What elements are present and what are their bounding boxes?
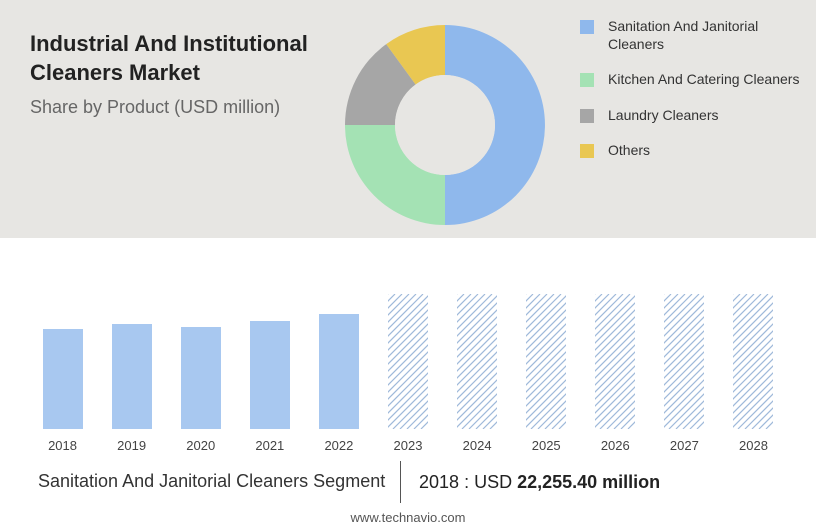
footer: Sanitation And Janitorial Cleaners Segme… — [0, 429, 816, 503]
legend: Sanitation And Janitorial Cleaners Kitche… — [560, 0, 816, 238]
bar-cell: 2024 — [443, 274, 512, 429]
legend-swatch — [580, 20, 594, 34]
bar-cell: 2027 — [650, 274, 719, 429]
legend-item: Kitchen And Catering Cleaners — [580, 71, 806, 89]
bar-cell: 2022 — [304, 274, 373, 429]
legend-swatch — [580, 144, 594, 158]
bar-hatched — [595, 294, 635, 429]
bar-cell: 2019 — [97, 274, 166, 429]
legend-label: Sanitation And Janitorial Cleaners — [608, 18, 806, 53]
bar-solid — [181, 327, 221, 429]
bar-cell: 2023 — [373, 274, 442, 429]
legend-item: Sanitation And Janitorial Cleaners — [580, 18, 806, 53]
legend-label: Kitchen And Catering Cleaners — [608, 71, 799, 89]
bar-solid — [250, 321, 290, 429]
donut-chart — [330, 0, 560, 238]
bar-cell: 2021 — [235, 274, 304, 429]
bar-cell: 2020 — [166, 274, 235, 429]
bar-hatched — [457, 294, 497, 429]
bar-solid — [319, 314, 359, 429]
divider — [400, 461, 401, 503]
bar-solid — [43, 329, 83, 429]
top-section: Industrial And Institutional Cleaners Ma… — [0, 0, 816, 238]
segment-label: Sanitation And Janitorial Cleaners Segme… — [38, 470, 388, 493]
legend-label: Laundry Cleaners — [608, 107, 719, 125]
bar-hatched — [733, 294, 773, 429]
chart-subtitle: Share by Product (USD million) — [30, 97, 320, 118]
bar-cell: 2028 — [719, 274, 788, 429]
title-block: Industrial And Institutional Cleaners Ma… — [0, 0, 330, 238]
data-value: 22,255.40 million — [517, 472, 660, 492]
legend-item: Others — [580, 142, 806, 160]
data-year: 2018 — [419, 472, 459, 492]
bar-cell: 2026 — [581, 274, 650, 429]
legend-label: Others — [608, 142, 650, 160]
bar-chart: 2018201920202021202220232024202520262027… — [0, 238, 816, 429]
source-url: www.technavio.com — [0, 510, 816, 525]
chart-title: Industrial And Institutional Cleaners Ma… — [30, 30, 320, 87]
legend-item: Laundry Cleaners — [580, 107, 806, 125]
bar-hatched — [526, 294, 566, 429]
bar-cell: 2018 — [28, 274, 97, 429]
bar-hatched — [664, 294, 704, 429]
bar-hatched — [388, 294, 428, 429]
bar-solid — [112, 324, 152, 429]
data-point: 2018 : USD 22,255.40 million — [419, 472, 660, 493]
bar-cell: 2025 — [512, 274, 581, 429]
legend-swatch — [580, 73, 594, 87]
data-prefix: : USD — [464, 472, 512, 492]
legend-swatch — [580, 109, 594, 123]
